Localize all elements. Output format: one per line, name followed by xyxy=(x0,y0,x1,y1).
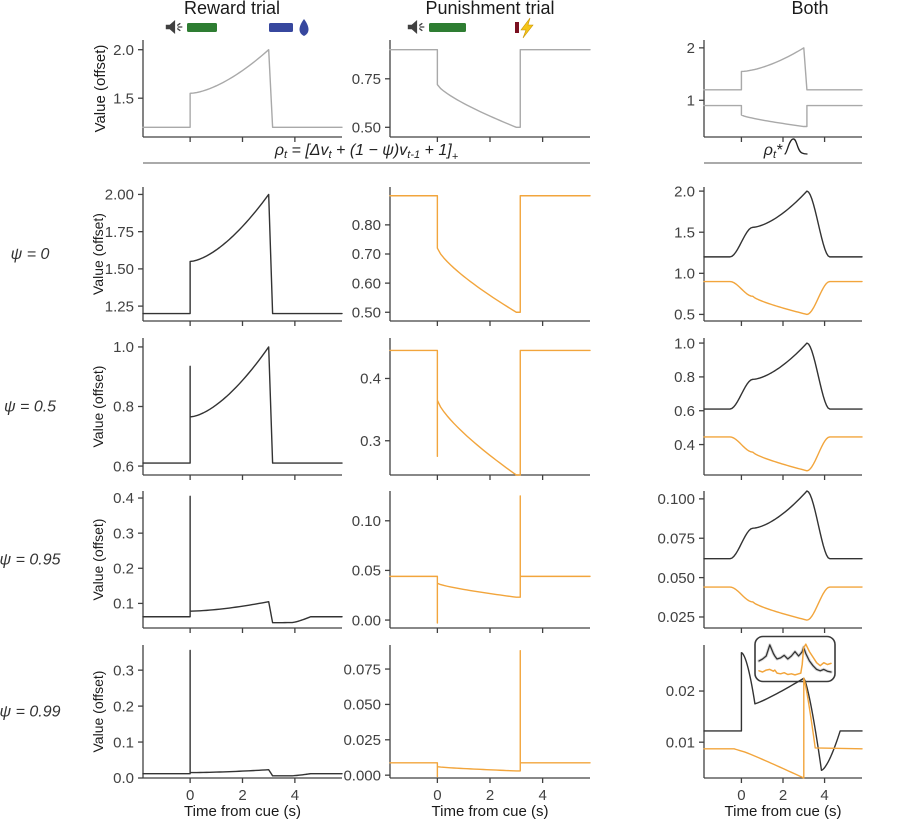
svg-text:ψ = 0: ψ = 0 xyxy=(11,246,50,263)
svg-text:1.50: 1.50 xyxy=(105,261,134,278)
svg-text:0.60: 0.60 xyxy=(352,275,381,292)
svg-text:1: 1 xyxy=(687,93,695,110)
svg-text:0.100: 0.100 xyxy=(657,491,695,508)
svg-text:0.075: 0.075 xyxy=(343,661,381,678)
svg-text:0.3: 0.3 xyxy=(113,525,134,542)
svg-text:0: 0 xyxy=(186,787,194,804)
svg-text:2: 2 xyxy=(486,787,494,804)
svg-text:Time from cue (s): Time from cue (s) xyxy=(725,803,842,819)
svg-text:1.0: 1.0 xyxy=(113,339,134,356)
svg-text:0.025: 0.025 xyxy=(343,732,381,749)
svg-text:ψ = 0.95: ψ = 0.95 xyxy=(0,552,61,569)
svg-text:1.75: 1.75 xyxy=(105,224,134,241)
svg-text:0.1: 0.1 xyxy=(113,596,134,613)
svg-text:4: 4 xyxy=(820,787,828,804)
svg-text:0.50: 0.50 xyxy=(352,304,381,321)
svg-text:ρt = [Δvt + (1 − ψ)vt-1 + 1]+: ρt = [Δvt + (1 − ψ)vt-1 + 1]+ xyxy=(274,142,459,163)
svg-text:0.70: 0.70 xyxy=(352,246,381,263)
svg-text:0.8: 0.8 xyxy=(674,369,695,386)
svg-text:Both: Both xyxy=(791,0,828,18)
svg-text:0.6: 0.6 xyxy=(113,458,134,475)
svg-text:0.10: 0.10 xyxy=(352,513,381,530)
svg-text:Value (offset): Value (offset) xyxy=(90,671,106,753)
svg-text:0.2: 0.2 xyxy=(113,560,134,577)
svg-text:0.8: 0.8 xyxy=(113,399,134,416)
svg-text:ρt*: ρt* xyxy=(763,142,783,161)
svg-text:1.0: 1.0 xyxy=(674,266,695,283)
svg-text:0.000: 0.000 xyxy=(343,767,381,784)
svg-text:Reward trial: Reward trial xyxy=(184,0,280,18)
svg-text:Value (offset): Value (offset) xyxy=(90,366,106,448)
svg-text:Time from cue (s): Time from cue (s) xyxy=(184,803,301,819)
svg-text:Value (offset): Value (offset) xyxy=(90,213,106,295)
svg-text:0.050: 0.050 xyxy=(657,570,695,587)
svg-text:0: 0 xyxy=(737,787,745,804)
svg-text:0.075: 0.075 xyxy=(657,530,695,547)
svg-text:1.0: 1.0 xyxy=(674,335,695,352)
svg-text:Value (offset): Value (offset) xyxy=(90,519,106,601)
svg-text:0.4: 0.4 xyxy=(674,437,695,454)
svg-text:0.2: 0.2 xyxy=(113,698,134,715)
svg-text:0.3: 0.3 xyxy=(113,662,134,679)
svg-text:2: 2 xyxy=(779,787,787,804)
svg-text:0.6: 0.6 xyxy=(674,403,695,420)
svg-text:ψ = 0.99: ψ = 0.99 xyxy=(0,704,61,721)
svg-text:0.0: 0.0 xyxy=(113,770,134,787)
svg-text:0.00: 0.00 xyxy=(352,612,381,629)
svg-text:0.050: 0.050 xyxy=(343,697,381,714)
svg-text:0.4: 0.4 xyxy=(113,490,134,507)
svg-text:0.3: 0.3 xyxy=(360,433,381,450)
svg-text:2: 2 xyxy=(687,40,695,57)
svg-text:0.75: 0.75 xyxy=(352,71,381,88)
svg-text:Value (offset): Value (offset) xyxy=(92,45,109,133)
svg-text:0.05: 0.05 xyxy=(352,563,381,580)
svg-text:0.4: 0.4 xyxy=(360,371,381,388)
svg-text:4: 4 xyxy=(291,787,299,804)
svg-text:2: 2 xyxy=(238,787,246,804)
svg-text:0.02: 0.02 xyxy=(666,683,695,700)
svg-text:1.5: 1.5 xyxy=(113,90,134,107)
svg-text:0.80: 0.80 xyxy=(352,217,381,234)
svg-text:0.5: 0.5 xyxy=(674,307,695,324)
svg-text:0: 0 xyxy=(433,787,441,804)
svg-text:0.025: 0.025 xyxy=(657,609,695,626)
svg-text:2.0: 2.0 xyxy=(674,183,695,200)
svg-text:2.00: 2.00 xyxy=(105,187,134,204)
svg-text:0.1: 0.1 xyxy=(113,734,134,751)
svg-text:4: 4 xyxy=(538,787,546,804)
svg-text:Time from cue (s): Time from cue (s) xyxy=(432,803,549,819)
svg-text:0.01: 0.01 xyxy=(666,734,695,751)
svg-text:2.0: 2.0 xyxy=(113,42,134,59)
svg-text:ψ = 0.5: ψ = 0.5 xyxy=(4,399,56,416)
svg-text:1.25: 1.25 xyxy=(105,298,134,315)
svg-text:Punishment trial: Punishment trial xyxy=(425,0,554,18)
svg-text:1.5: 1.5 xyxy=(674,224,695,241)
svg-text:0.50: 0.50 xyxy=(352,120,381,137)
